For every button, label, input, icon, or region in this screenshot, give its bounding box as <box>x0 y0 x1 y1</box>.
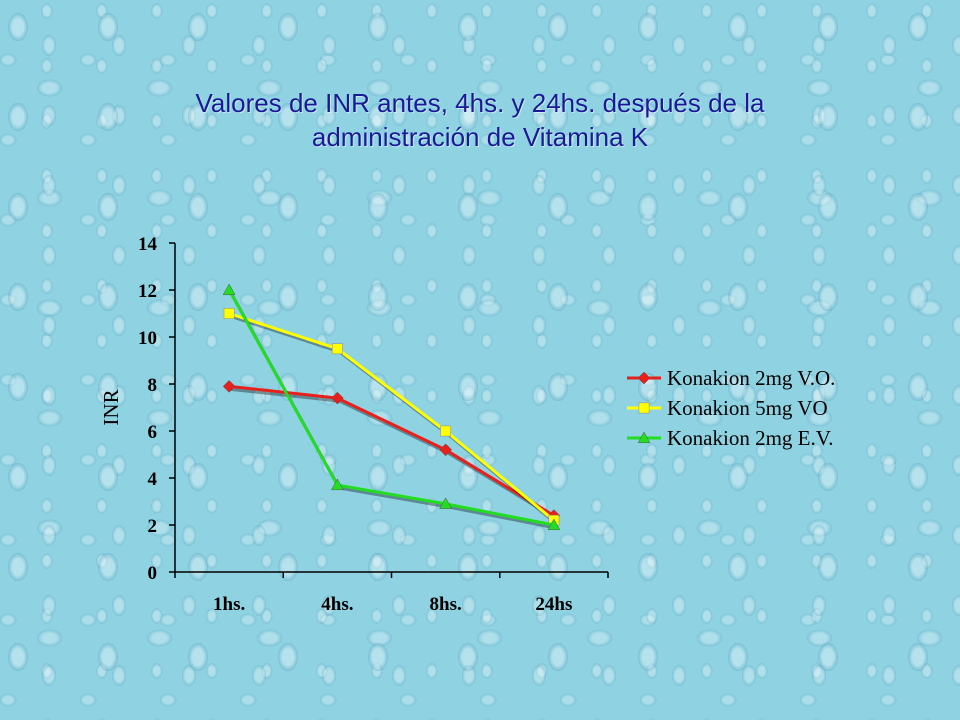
data-point <box>547 518 561 531</box>
y-tick-label: 14 <box>138 234 158 255</box>
x-tick-label: 4hs. <box>321 594 353 615</box>
legend-label: Konakion 5mg VO <box>667 396 828 420</box>
series-line-shadow <box>230 387 557 520</box>
data-point <box>222 283 236 296</box>
data-point <box>332 343 343 355</box>
series-line <box>228 384 555 517</box>
legend-entry-2: Konakion 5mg VO <box>627 396 828 420</box>
legend-entry-1: Konakion 2mg V.O. <box>627 366 835 390</box>
y-tick-label: 12 <box>138 281 157 302</box>
data-point <box>439 497 453 509</box>
data-point <box>331 391 344 405</box>
x-tick-label: 24hs <box>535 594 572 615</box>
y-tick-label: 10 <box>138 328 157 349</box>
data-point <box>223 308 235 319</box>
series-1 <box>222 379 561 522</box>
chart-series <box>222 283 561 531</box>
legend-marker <box>637 371 651 385</box>
series-line <box>227 289 555 527</box>
data-point <box>222 379 236 393</box>
legend-marker <box>637 431 651 444</box>
series-2 <box>223 308 560 526</box>
y-tick-label: 6 <box>148 422 158 443</box>
legend-label: Konakion 2mg E.V. <box>667 426 833 450</box>
x-tick-label: 8hs. <box>430 594 462 615</box>
y-tick-label: 0 <box>148 563 158 584</box>
legend-entry-3: Konakion 2mg E.V. <box>627 426 833 450</box>
slide-title-line-2: administración de Vitamina K <box>311 122 649 152</box>
chart-axes: 0 2 4 6 8 10 12 14 1hs. 4hs. 8hs. 24hs INR <box>99 234 609 615</box>
y-axis-label: INR <box>99 389 123 425</box>
data-point <box>439 443 452 457</box>
slide-title-line-1: Valores de INR antes, 4hs. y 24hs. despu… <box>195 88 765 118</box>
y-tick-label: 2 <box>148 516 158 537</box>
series-3 <box>222 283 561 531</box>
slide-title: Valores de INR antes, 4hs. y 24hs. despu… <box>0 86 960 154</box>
x-tick-label: 1hs. <box>213 594 245 615</box>
series-line <box>228 312 555 522</box>
chart-legend: Konakion 2mg V.O. Konakion 5mg VO Konakion… <box>627 366 835 450</box>
y-tick-label: 4 <box>148 469 158 490</box>
series-line-shadow <box>229 292 557 530</box>
series-line-shadow <box>230 315 557 525</box>
y-tick-label: 8 <box>148 375 158 396</box>
data-point <box>440 425 451 437</box>
data-point <box>330 478 344 491</box>
legend-label: Konakion 2mg V.O. <box>667 366 835 390</box>
legend-marker <box>638 402 650 414</box>
